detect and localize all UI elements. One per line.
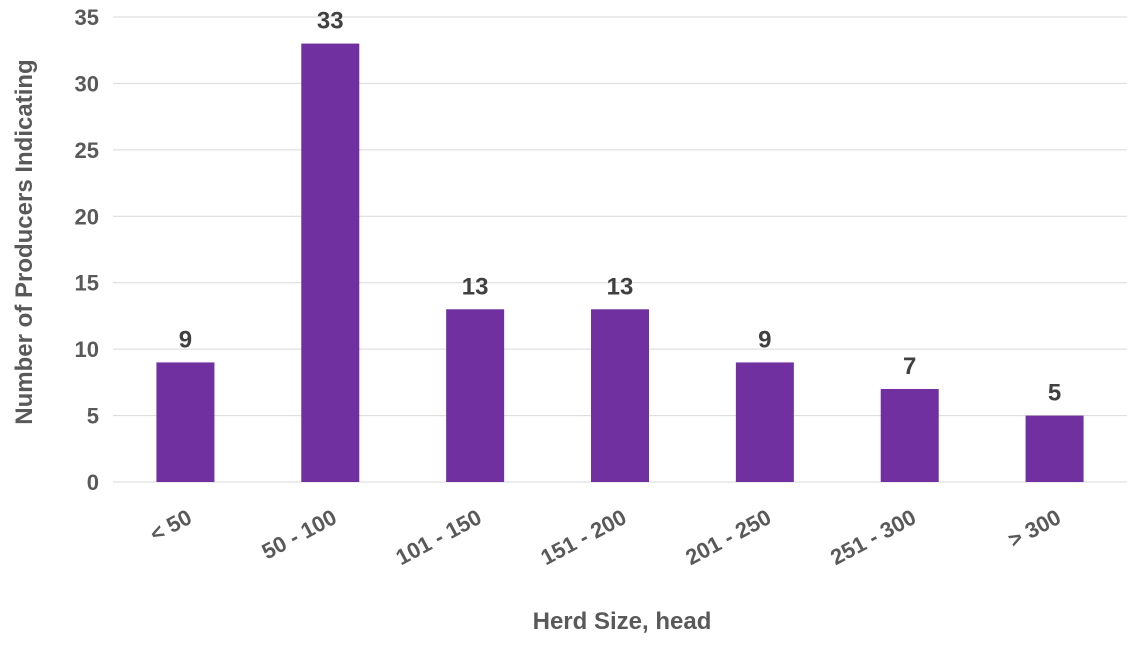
y-tick-label: 0 xyxy=(87,470,99,495)
data-label: 13 xyxy=(607,273,634,300)
x-tick-label: < 50 xyxy=(146,504,196,546)
bar xyxy=(301,43,360,482)
x-tick-label: > 300 xyxy=(1004,504,1065,552)
y-tick-label: 35 xyxy=(75,5,99,30)
y-tick-label: 10 xyxy=(75,337,99,362)
data-label: 13 xyxy=(462,273,489,300)
data-labels: 9 33 13 13 9 7 5 xyxy=(179,8,1062,407)
y-tick-label: 25 xyxy=(75,138,99,163)
y-axis-title: Number of Producers Indicating xyxy=(11,59,38,424)
bar xyxy=(735,362,794,482)
bar xyxy=(880,389,939,482)
x-tick-label: 101 - 150 xyxy=(392,504,486,570)
bar xyxy=(156,362,215,482)
bar xyxy=(446,309,505,482)
x-tick-label: 201 - 250 xyxy=(681,504,775,570)
data-label: 7 xyxy=(903,353,916,380)
y-tick-label: 30 xyxy=(75,71,99,96)
data-label: 5 xyxy=(1048,380,1061,407)
bar xyxy=(1025,415,1084,482)
y-tick-label: 15 xyxy=(75,271,99,296)
data-label: 33 xyxy=(317,8,344,35)
y-tick-label: 20 xyxy=(75,204,99,229)
x-tick-label: 50 - 100 xyxy=(258,504,341,564)
y-axis-ticks: 0 5 10 15 20 25 30 35 xyxy=(75,5,99,495)
x-tick-label: 151 - 200 xyxy=(537,504,631,570)
x-tick-label: 251 - 300 xyxy=(826,504,920,570)
x-axis-title: Herd Size, head xyxy=(533,608,712,635)
data-label: 9 xyxy=(758,326,771,353)
y-tick-label: 5 xyxy=(87,404,99,429)
data-label: 9 xyxy=(179,326,192,353)
bars xyxy=(156,43,1084,482)
bar xyxy=(591,309,649,482)
x-axis-ticks: < 50 50 - 100 101 - 150 151 - 200 201 - 250 2… xyxy=(146,504,1065,570)
